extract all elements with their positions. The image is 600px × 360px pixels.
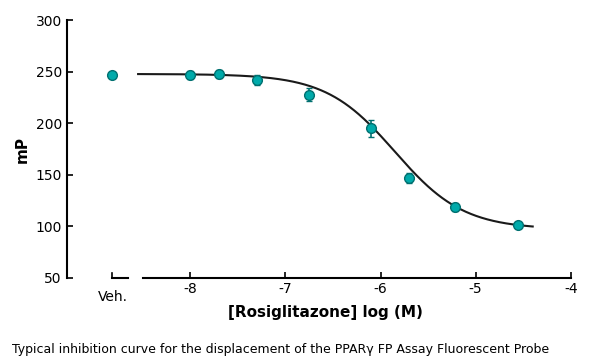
- Y-axis label: mP: mP: [15, 136, 30, 163]
- X-axis label: [Rosiglitazone] log (M): [Rosiglitazone] log (M): [229, 305, 424, 320]
- Text: Veh.: Veh.: [97, 290, 127, 304]
- Text: Typical inhibition curve for the displacement of the PPARγ FP Assay Fluorescent : Typical inhibition curve for the displac…: [12, 343, 549, 356]
